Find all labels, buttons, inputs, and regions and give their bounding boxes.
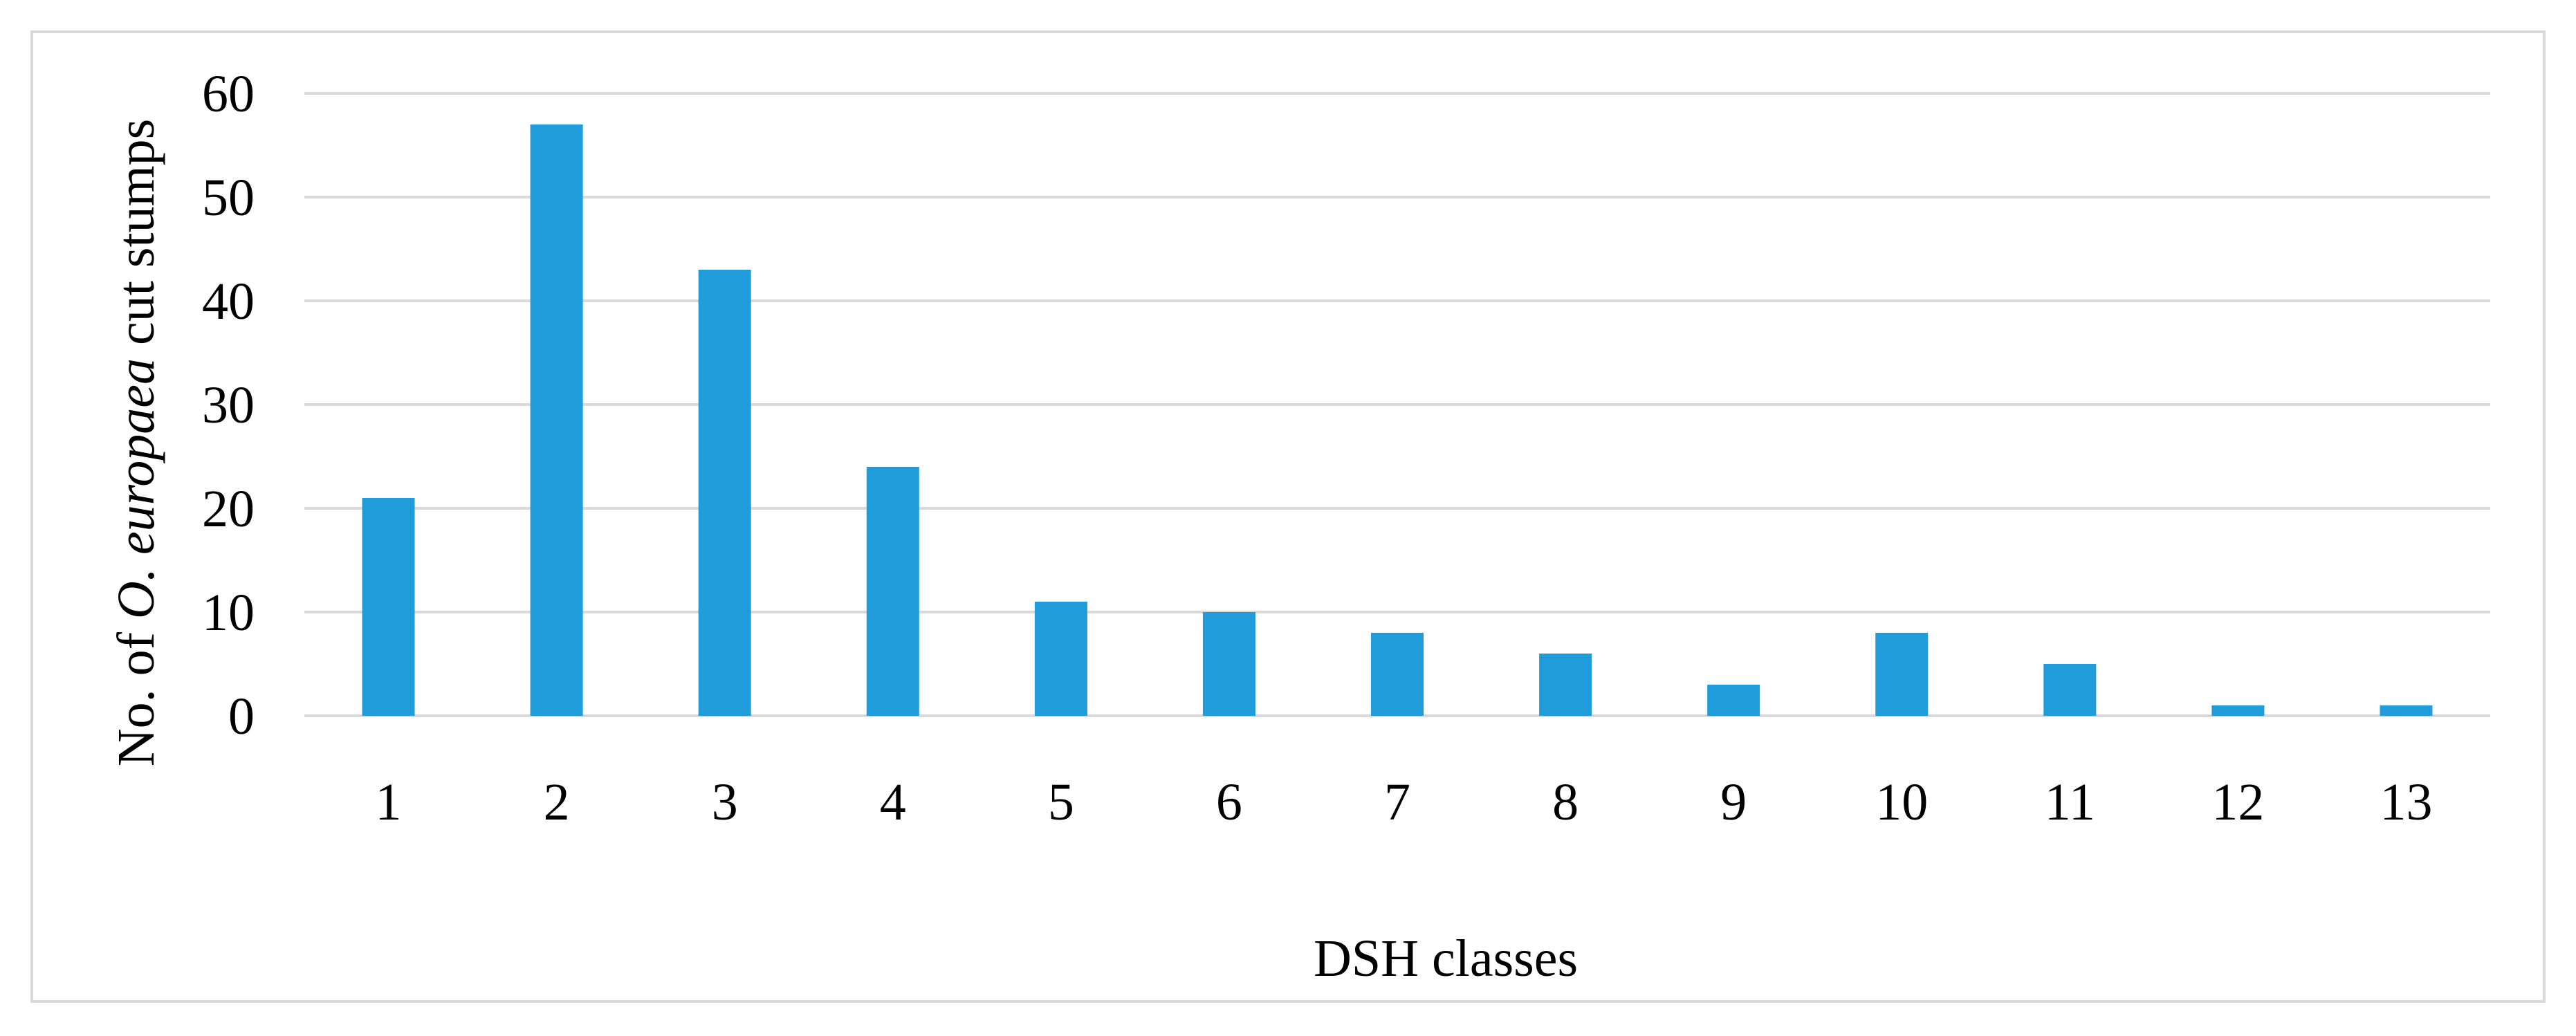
gridlines	[304, 92, 2490, 717]
y-tick-label: 30	[202, 376, 255, 434]
bar	[1539, 654, 1592, 716]
x-tick-label: 13	[2380, 773, 2432, 831]
chart-frame	[30, 30, 2546, 1003]
x-tick-label: 9	[1720, 773, 1747, 831]
bar	[362, 498, 415, 716]
bar	[866, 467, 919, 716]
y-tick-label: 0	[228, 687, 255, 746]
y-tick-label: 20	[202, 480, 255, 538]
x-tick-label: 4	[880, 773, 906, 831]
bar	[2043, 664, 2097, 716]
bar	[1034, 602, 1087, 716]
y-tick-label: 50	[202, 169, 255, 227]
y-axis-title-suffix: cut stumps	[107, 119, 165, 358]
bar	[2211, 705, 2265, 716]
x-tick-label: 11	[2045, 773, 2095, 831]
bar	[698, 270, 751, 716]
x-tick-label: 7	[1384, 773, 1410, 831]
x-tick-label: 8	[1552, 773, 1579, 831]
y-tick-label: 40	[202, 272, 255, 331]
y-tick-label: 10	[202, 584, 255, 642]
bar	[1202, 612, 1255, 716]
y-tick-label: 60	[202, 65, 255, 123]
bar	[530, 124, 583, 716]
bar	[2380, 705, 2433, 716]
x-tick-label: 10	[1875, 773, 1928, 831]
bars	[362, 124, 2433, 716]
y-tick-labels: 0 10 20 30 40 50 60	[202, 65, 255, 746]
x-tick-label: 3	[712, 773, 738, 831]
bar	[1875, 633, 1929, 716]
x-tick-label: 6	[1216, 773, 1242, 831]
x-tick-label: 1	[376, 773, 402, 831]
y-axis-title-species: O. europaea	[107, 358, 165, 619]
bar	[1371, 633, 1424, 716]
x-tick-label: 12	[2211, 773, 2264, 831]
bar	[1707, 685, 1760, 716]
y-axis-title: No. of O. europaea cut stumps	[107, 119, 165, 767]
x-axis-title: DSH classes	[1314, 929, 1578, 988]
x-tick-label: 2	[544, 773, 570, 831]
x-tick-label: 5	[1048, 773, 1074, 831]
x-tick-labels: 1 2 3 4 5 6 7 8 9 10 11 12 13	[376, 773, 2433, 831]
y-axis-title-prefix: No. of	[107, 619, 165, 766]
